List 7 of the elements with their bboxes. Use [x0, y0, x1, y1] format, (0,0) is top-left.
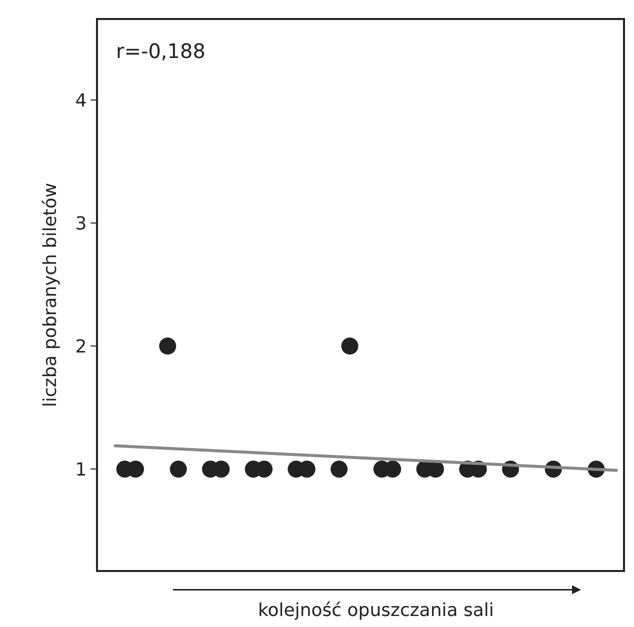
x-axis-title: kolejność opuszczania sali [258, 600, 494, 621]
y-axis-title: liczba pobranych biletów [40, 182, 61, 408]
y-tick-label: 4 [75, 90, 87, 112]
y-tick-label: 2 [75, 336, 87, 358]
y-tick-label: 1 [75, 459, 87, 480]
y-tick-label: 3 [75, 213, 87, 234]
annotation: r=-0,188 [116, 39, 206, 63]
